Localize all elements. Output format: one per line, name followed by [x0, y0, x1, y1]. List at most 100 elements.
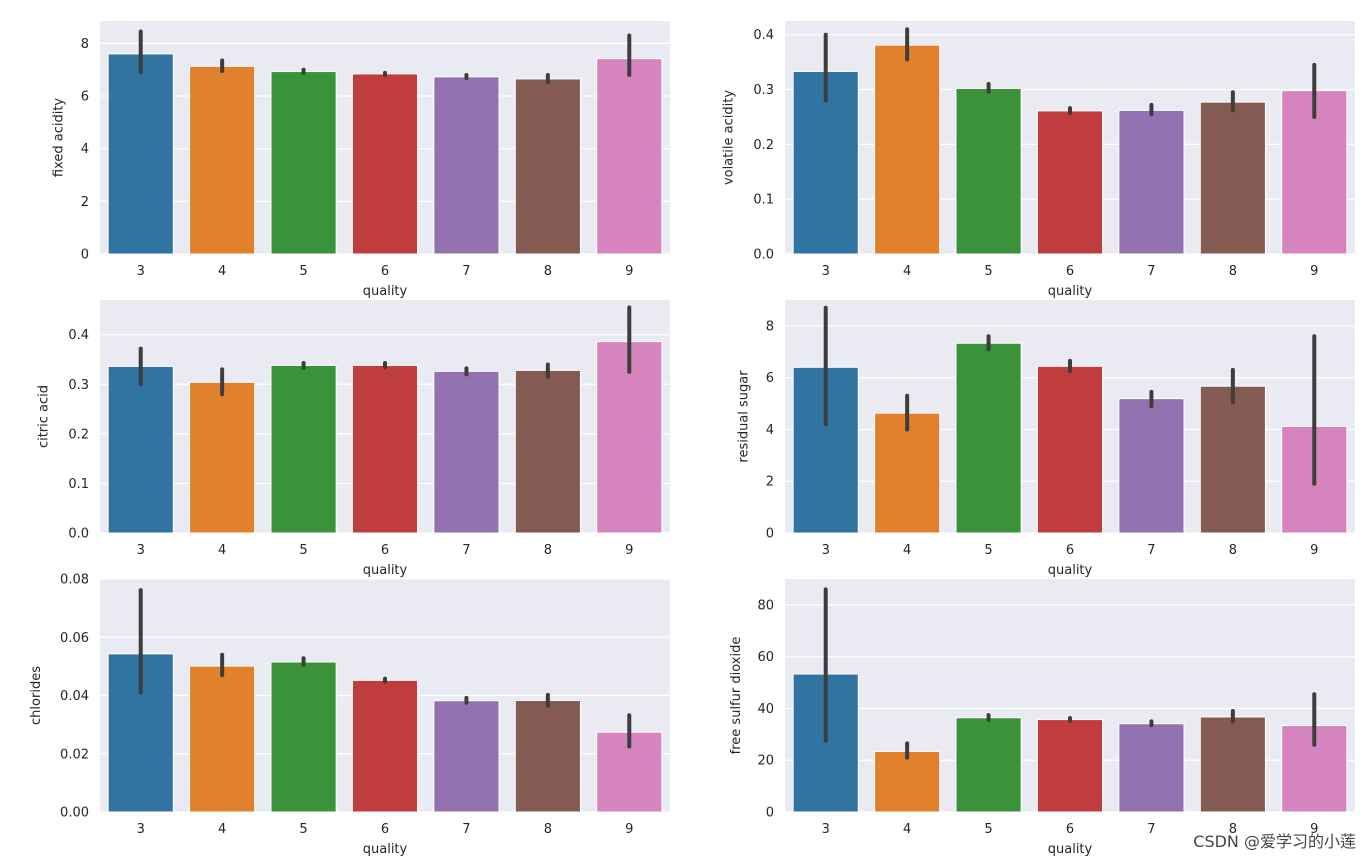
x-tick-label: 8 [544, 264, 552, 279]
x-tick-label: 7 [1147, 264, 1155, 279]
y-tick-label: 4 [766, 423, 774, 438]
y-tick-label: 2 [766, 475, 774, 490]
y-tick-label: 0.0 [753, 248, 774, 263]
x-tick-label: 7 [462, 264, 470, 279]
y-tick-label: 0.04 [60, 689, 89, 704]
bar-5 [270, 661, 337, 813]
bar-5 [955, 342, 1022, 534]
y-tick-label: 0 [766, 806, 774, 821]
x-tick-label: 7 [1147, 543, 1155, 558]
subplot-2: 0.0 0.1 0.2 0.3 0.4 3 4 5 6 7 8 9 quality volatile ac… [722, 21, 1355, 299]
x-tick-label: 8 [1229, 543, 1237, 558]
bar-6 [1036, 365, 1104, 534]
bar-6 [1036, 110, 1104, 255]
bar-4 [874, 750, 941, 813]
x-tick-label: 6 [1066, 264, 1074, 279]
x-tick-label: 4 [903, 543, 911, 558]
x-tick-label: 7 [1147, 822, 1155, 837]
x-axis-label: quality [363, 284, 408, 299]
x-tick-label: 9 [1310, 543, 1318, 558]
y-tick-label: 0.1 [68, 477, 89, 492]
x-tick-label: 3 [822, 543, 830, 558]
y-tick-label: 0.08 [60, 573, 89, 588]
bar-7 [1118, 109, 1185, 255]
y-tick-label: 60 [757, 650, 774, 665]
bar-3 [107, 365, 174, 534]
bar-5 [270, 364, 337, 534]
x-tick-label: 4 [903, 264, 911, 279]
bar-8 [514, 369, 581, 534]
y-tick-label: 0 [81, 248, 89, 263]
bar-7 [1118, 398, 1185, 534]
x-tick-label: 8 [544, 822, 552, 837]
x-tick-label: 6 [381, 543, 389, 558]
x-tick-label: 9 [1310, 822, 1318, 837]
x-axis-label: quality [1048, 563, 1093, 578]
bar-7 [1118, 723, 1185, 813]
y-tick-label: 40 [757, 702, 774, 717]
x-tick-label: 7 [462, 543, 470, 558]
y-tick-label: 0.1 [753, 193, 774, 208]
bar-4 [874, 412, 941, 534]
bar-7 [433, 76, 500, 255]
y-axis-label: chlorides [29, 666, 44, 725]
y-tick-label: 20 [757, 754, 774, 769]
x-tick-label: 3 [822, 822, 830, 837]
x-axis-label: quality [363, 563, 408, 578]
bar-3 [107, 53, 174, 255]
y-tick-label: 8 [766, 319, 774, 334]
y-tick-label: 6 [766, 371, 774, 386]
y-tick-label: 0.00 [60, 806, 89, 821]
subplot-5: 0.00 0.02 0.04 0.06 0.08 3 4 5 6 7 8 9 quality chlori… [29, 573, 670, 857]
bar-6 [351, 679, 419, 813]
y-tick-label: 80 [757, 598, 774, 613]
bar-4 [189, 381, 256, 534]
x-tick-label: 8 [544, 543, 552, 558]
y-tick-label: 6 [81, 90, 89, 105]
x-tick-label: 8 [1229, 822, 1237, 837]
x-tick-label: 7 [462, 822, 470, 837]
bar-4 [189, 65, 256, 255]
x-tick-label: 3 [137, 543, 145, 558]
x-tick-label: 4 [218, 543, 226, 558]
bar-8 [1199, 716, 1266, 813]
x-tick-label: 9 [625, 264, 633, 279]
x-tick-label: 9 [625, 822, 633, 837]
bar-9 [596, 58, 663, 255]
x-tick-label: 4 [903, 822, 911, 837]
x-tick-label: 5 [299, 264, 307, 279]
x-tick-label: 3 [137, 264, 145, 279]
bar-8 [1199, 101, 1266, 255]
y-tick-label: 0.4 [753, 28, 774, 43]
bar-8 [1199, 385, 1266, 534]
y-axis-label: fixed acidity [52, 98, 67, 178]
y-tick-label: 0.3 [753, 83, 774, 98]
y-tick-label: 0.4 [68, 328, 89, 343]
x-tick-label: 3 [822, 264, 830, 279]
y-axis-label: free sulfur dioxide [729, 637, 744, 755]
y-tick-label: 0.06 [60, 631, 89, 646]
x-tick-label: 6 [381, 822, 389, 837]
bar-4 [874, 44, 941, 255]
subplot-1: 0 2 4 6 8 3 4 5 6 7 8 9 quality fixed acidity [52, 21, 670, 299]
y-tick-label: 0.3 [68, 378, 89, 393]
x-tick-label: 9 [625, 543, 633, 558]
x-tick-label: 5 [299, 543, 307, 558]
x-tick-label: 5 [299, 822, 307, 837]
x-tick-label: 4 [218, 822, 226, 837]
x-axis-label: quality [1048, 284, 1093, 299]
y-axis-label: volatile acidity [722, 90, 737, 185]
bar-7 [433, 700, 500, 813]
y-tick-label: 0.02 [60, 747, 89, 762]
bar-6 [351, 73, 419, 255]
bar-5 [270, 71, 337, 255]
bar-5 [955, 717, 1022, 813]
x-tick-label: 6 [1066, 543, 1074, 558]
x-tick-label: 5 [984, 543, 992, 558]
x-tick-label: 5 [984, 822, 992, 837]
watermark: CSDN @爱学习的小莲 [1193, 832, 1356, 851]
bar-6 [1036, 719, 1104, 813]
y-tick-label: 0.2 [68, 427, 89, 442]
bar-5 [955, 87, 1022, 255]
